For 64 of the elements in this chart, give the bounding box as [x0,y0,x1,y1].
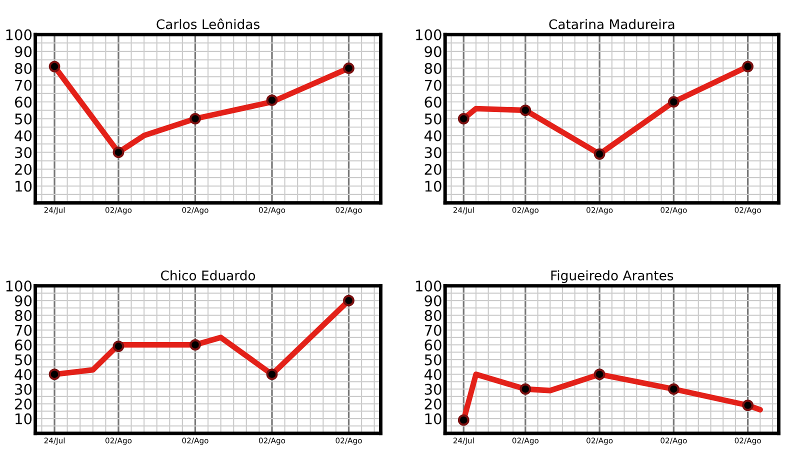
point [668,96,680,108]
y-tick-label: 50 [15,354,32,366]
y-tick-label: 50 [424,113,442,124]
y-tick-label: 10 [16,413,32,424]
point [343,62,354,74]
y-tick-label: 90 [14,46,32,58]
y-tick-label: 20 [424,398,442,410]
point [266,94,278,106]
y-tick-label: 100 [6,29,32,40]
point [520,383,532,395]
y-tick-label: 50 [15,113,32,124]
y-tick-label: 90 [424,295,442,306]
y-tick-label: 100 [416,29,442,40]
point [190,113,201,124]
y-tick-label: 90 [14,295,32,306]
point [594,368,606,380]
y-tick-label: 40 [424,130,442,142]
point [594,148,606,160]
y-tick-label: 90 [424,46,442,58]
y-tick-label: 50 [424,354,442,366]
chart-title: Carlos Leônidas [156,18,260,30]
y-tick-label: 60 [424,96,442,108]
y-tick-label: 10 [16,180,32,192]
point [112,340,124,352]
y-tick-label: 80 [424,62,442,74]
y-tick-label: 60 [15,340,32,351]
y-tick-label: 40 [14,130,32,142]
y-tick-label: 40 [14,369,32,380]
y-tick-label: 60 [424,340,442,351]
y-tick-label: 10 [425,180,442,192]
point [190,339,201,351]
y-tick-label: 80 [14,310,32,322]
point [343,294,354,306]
y-tick-label: 40 [424,369,442,380]
y-tick-label: 30 [424,384,442,395]
y-tick-label: 60 [15,96,32,108]
chart-title: Chico Eduardo [160,270,256,280]
point [458,113,470,124]
chart-title: Catarina Madureira [549,18,674,30]
y-tick-label: 10 [425,413,442,424]
point [266,368,278,380]
y-tick-label: 70 [15,324,32,336]
point [458,414,470,426]
y-tick-label: 100 [416,280,442,292]
point [520,104,532,116]
point [48,60,60,72]
y-tick-label: 70 [424,80,442,91]
y-tick-label: 70 [15,80,32,91]
y-tick-label: 30 [424,147,442,158]
y-tick-label: 30 [15,384,32,395]
y-tick-label: 100 [6,280,32,292]
point [112,146,124,158]
y-tick-label: 20 [424,164,442,175]
point [742,60,754,72]
y-tick-label: 80 [14,62,32,74]
y-tick-label: 20 [15,164,32,175]
point [48,368,60,380]
y-tick-label: 30 [15,147,32,158]
y-tick-label: 20 [15,398,32,410]
chart-title: Figueiredo Arantes [551,270,674,284]
point [668,383,680,395]
y-tick-label: 80 [424,310,442,322]
point [742,400,754,412]
y-tick-label: 70 [424,324,442,336]
